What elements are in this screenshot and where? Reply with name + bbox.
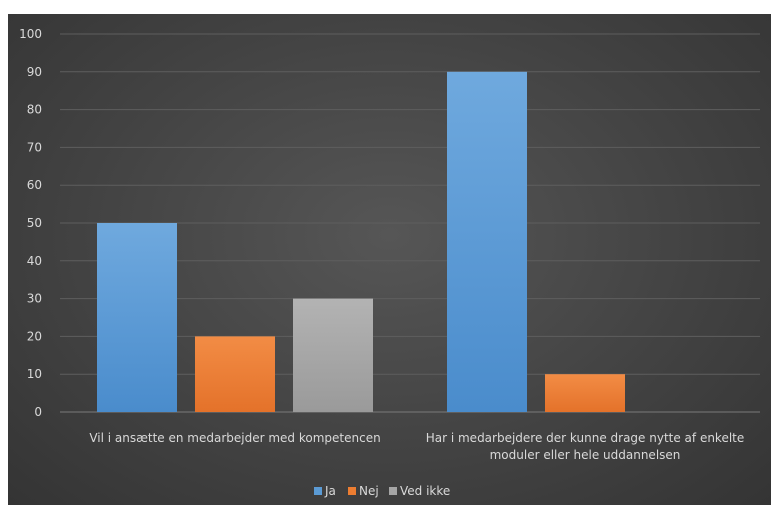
category-label: Har i medarbejdere der kunne drage nytte… [426, 431, 745, 445]
y-tick-label: 80 [27, 103, 42, 117]
category-label: Vil i ansætte en medarbejder med kompete… [89, 431, 380, 445]
legend: Ja Nej Ved ikke [314, 484, 450, 498]
chart-area: 0 10 20 30 40 50 60 70 80 90 100 Vil i ansætte en … [8, 14, 771, 505]
bar-ja-cat-1 [97, 223, 177, 412]
y-tick-label: 90 [27, 65, 42, 79]
y-tick-label: 100 [19, 27, 42, 41]
bar-nej-cat-2 [545, 374, 625, 412]
bar-nej-cat-1 [195, 336, 275, 412]
legend-swatch-nej [348, 487, 356, 495]
legend-label-ja: Ja [324, 484, 336, 498]
category-labels: Vil i ansætte en medarbejder med kompete… [89, 431, 744, 462]
y-tick-label: 70 [27, 140, 42, 154]
y-tick-label: 10 [27, 367, 42, 381]
y-tick-label: 20 [27, 329, 42, 343]
category-label: moduler eller hele uddannelsen [490, 448, 681, 462]
y-tick-label: 0 [34, 405, 42, 419]
bar-chart: 0 10 20 30 40 50 60 70 80 90 100 Vil i ansætte en … [19, 27, 760, 498]
y-tick-label: 40 [27, 254, 42, 268]
bar-ved-ikke-cat-1 [293, 298, 373, 412]
legend-label-ved-ikke: Ved ikke [400, 484, 450, 498]
legend-label-nej: Nej [359, 484, 379, 498]
y-tick-label: 60 [27, 178, 42, 192]
y-tick-label: 30 [27, 292, 42, 306]
y-tick-label: 50 [27, 216, 42, 230]
legend-swatch-ved-ikke [389, 487, 397, 495]
legend-swatch-ja [314, 487, 322, 495]
bars [97, 71, 625, 413]
bar-ja-cat-2 [447, 71, 527, 413]
y-axis-tick-labels: 0 10 20 30 40 50 60 70 80 90 100 [19, 27, 42, 419]
